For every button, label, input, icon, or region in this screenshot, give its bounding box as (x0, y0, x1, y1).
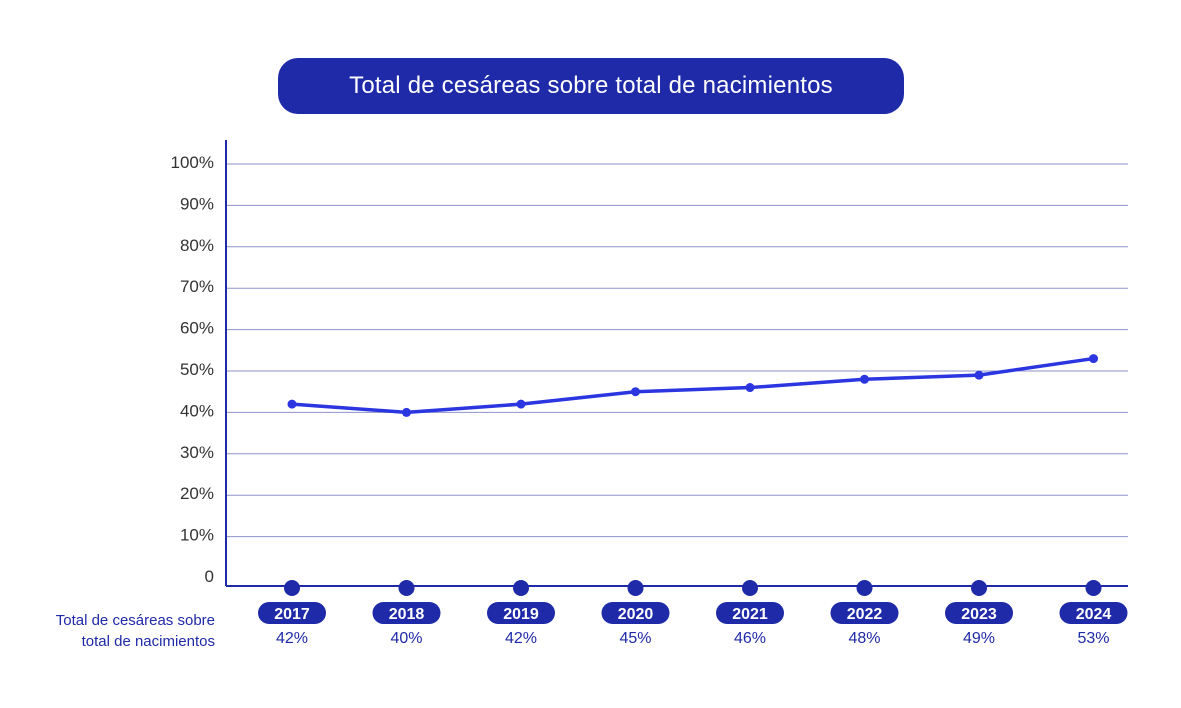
axis-marker (856, 580, 873, 596)
data-label: 48% (848, 630, 880, 647)
axes (225, 140, 1128, 587)
x-tick-label: 2023 (961, 606, 997, 623)
x-tick-label: 2017 (274, 606, 310, 623)
series-line-layer (287, 354, 1098, 417)
axis-marker (742, 580, 758, 596)
x-tick-label: 2021 (732, 606, 768, 623)
y-tick-label: 30% (180, 443, 214, 462)
year-pill (945, 602, 1013, 624)
chart-title: Total de cesáreas sobre total de nacimie… (278, 58, 904, 114)
axis-marker (513, 580, 529, 596)
data-point (1089, 354, 1098, 364)
data-point (516, 399, 526, 409)
data-label: 40% (390, 630, 422, 647)
x-tick-label: 2020 (618, 606, 654, 623)
y-tick-label: 10% (180, 526, 214, 545)
year-pill (372, 602, 441, 624)
y-tick-label: 70% (180, 277, 214, 296)
year-pill (258, 602, 326, 624)
y-tick-label: 90% (180, 194, 214, 213)
data-point (860, 374, 869, 384)
data-label: 49% (963, 630, 995, 647)
series-row-label: Total de cesáreas sobre total de nacimie… (15, 610, 215, 652)
y-tick-label: 0 (205, 567, 214, 586)
data-label: 45% (619, 630, 651, 647)
x-tick-label: 2019 (503, 606, 539, 623)
grid-lines (226, 163, 1128, 538)
axis-marker (971, 580, 987, 596)
axis-marker (398, 580, 415, 596)
y-tick-label: 100% (171, 153, 214, 172)
y-tick-label: 80% (180, 236, 214, 255)
y-tick-label: 50% (180, 360, 214, 379)
axis-marker (627, 580, 644, 596)
year-pill (716, 602, 784, 624)
year-pill (1059, 602, 1128, 624)
data-point (974, 370, 984, 380)
y-tick-label: 40% (180, 401, 214, 420)
data-label: 53% (1077, 630, 1109, 647)
series-row-label-line2: total de nacimientos (81, 633, 215, 650)
series-row-label-line1: Total de cesáreas sobre (55, 612, 215, 629)
data-label: 42% (505, 630, 537, 647)
x-category-labels: 2017 42% 2018 40% 2019 42% 2020 45% 2021 46% 2022 4… (258, 580, 1128, 647)
series-line (291, 356, 1094, 415)
data-point (631, 387, 640, 397)
y-tick-label: 60% (180, 319, 214, 338)
data-point (745, 383, 755, 393)
year-pill (830, 602, 899, 624)
year-pill (487, 602, 555, 624)
data-point (287, 399, 297, 409)
year-pill (601, 602, 670, 624)
axis-marker (1085, 580, 1102, 596)
x-tick-label: 2022 (847, 606, 883, 623)
data-label: 42% (276, 630, 308, 647)
x-tick-label: 2024 (1076, 606, 1112, 623)
data-label: 46% (734, 630, 766, 647)
x-tick-label: 2018 (389, 606, 425, 623)
data-point (402, 407, 411, 417)
axis-marker (284, 580, 300, 596)
y-tick-label: 20% (180, 484, 214, 503)
y-tick-labels: 0 10% 20% 30% 40% 50% 60% 70% 80% 90% 100% (171, 153, 214, 586)
